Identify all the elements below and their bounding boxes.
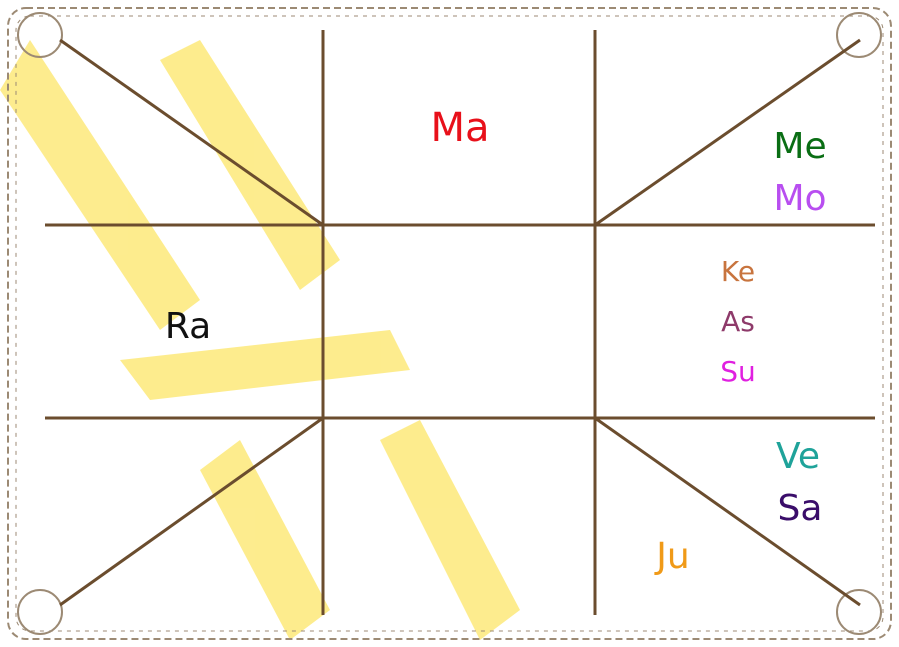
planet-label: Ve bbox=[776, 436, 820, 477]
planet-label: Sa bbox=[778, 488, 823, 529]
planet-label: Ra bbox=[165, 306, 211, 347]
planet-label: Su bbox=[720, 355, 756, 388]
page: Ma Me Mo Ke As Su Ra Ve Sa Ju (() => { c… bbox=[0, 0, 899, 647]
planet-label: As bbox=[721, 305, 755, 338]
planet-label: Mo bbox=[773, 178, 826, 219]
planet-label: Ke bbox=[721, 255, 755, 288]
planet-label: Me bbox=[773, 126, 826, 167]
planet-label: Ma bbox=[430, 105, 489, 151]
planet-label: Ju bbox=[654, 536, 689, 577]
chart: Ma Me Mo Ke As Su Ra Ve Sa Ju bbox=[0, 0, 899, 647]
